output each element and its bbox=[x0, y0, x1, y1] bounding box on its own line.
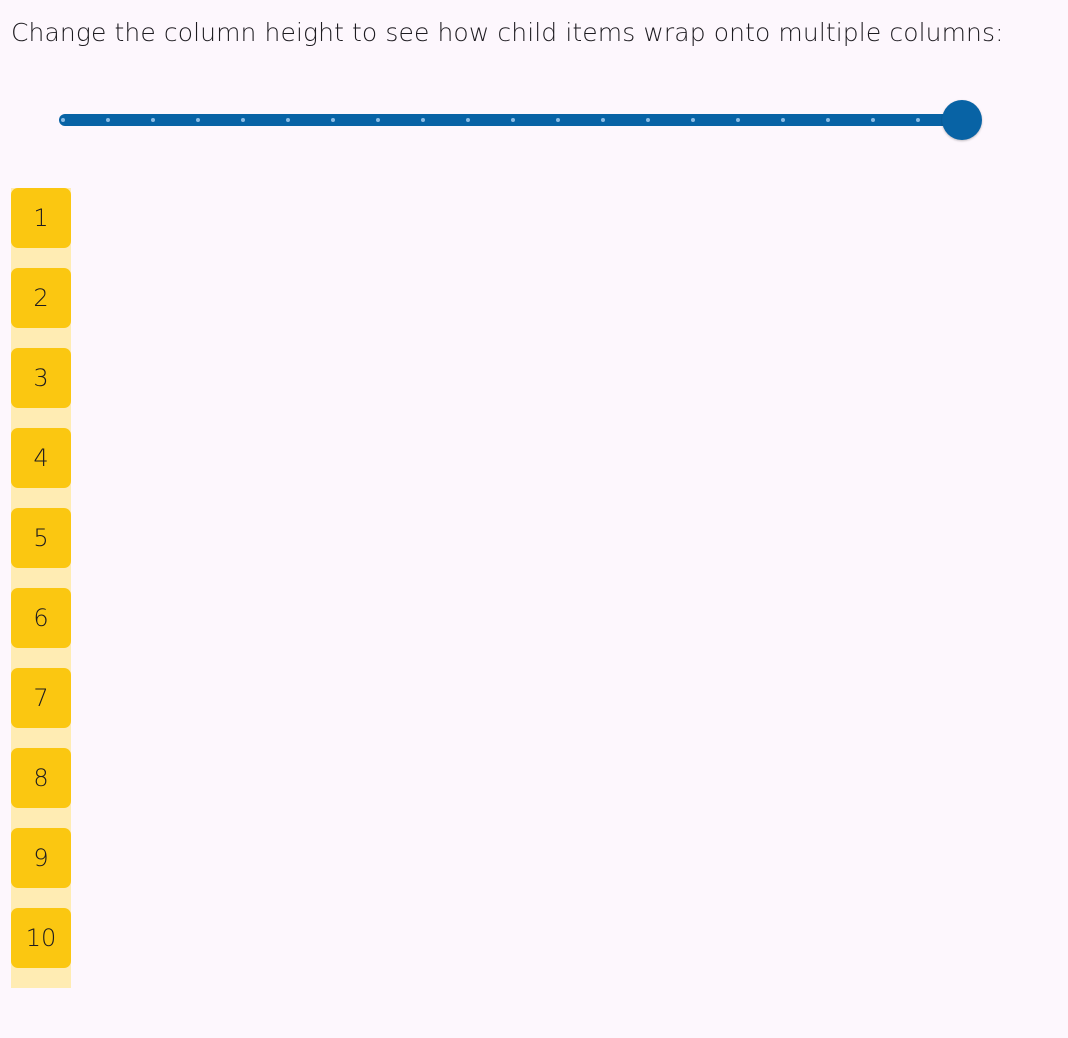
slider-tick bbox=[646, 118, 650, 122]
slider-tick bbox=[601, 118, 605, 122]
column-item: 3 bbox=[11, 348, 71, 408]
slider-tick bbox=[376, 118, 380, 122]
column-item: 2 bbox=[11, 268, 71, 328]
column-item: 7 bbox=[11, 668, 71, 728]
slider-tick bbox=[61, 118, 65, 122]
slider-tick bbox=[826, 118, 830, 122]
wrap-column: 1 2 3 4 5 6 7 8 9 10 bbox=[11, 188, 71, 988]
slider-tick bbox=[286, 118, 290, 122]
column-item: 9 bbox=[11, 828, 71, 888]
slider-tick bbox=[871, 118, 875, 122]
instruction-text: Change the column height to see how chil… bbox=[11, 18, 1004, 47]
slider-tick bbox=[466, 118, 470, 122]
slider-tick bbox=[736, 118, 740, 122]
column-item: 4 bbox=[11, 428, 71, 488]
column-item: 10 bbox=[11, 908, 71, 968]
slider-tick bbox=[421, 118, 425, 122]
slider-tick bbox=[916, 118, 920, 122]
column-item: 6 bbox=[11, 588, 71, 648]
column-item: 8 bbox=[11, 748, 71, 808]
slider-tick bbox=[556, 118, 560, 122]
slider-tick bbox=[781, 118, 785, 122]
column-item: 5 bbox=[11, 508, 71, 568]
slider-tick bbox=[331, 118, 335, 122]
slider-tick bbox=[151, 118, 155, 122]
slider-tick bbox=[511, 118, 515, 122]
slider-tick bbox=[196, 118, 200, 122]
slider-tick bbox=[691, 118, 695, 122]
slider-tick bbox=[241, 118, 245, 122]
column-item: 1 bbox=[11, 188, 71, 248]
slider-tick bbox=[106, 118, 110, 122]
column-height-slider[interactable] bbox=[40, 95, 1000, 145]
slider-thumb[interactable] bbox=[942, 100, 982, 140]
